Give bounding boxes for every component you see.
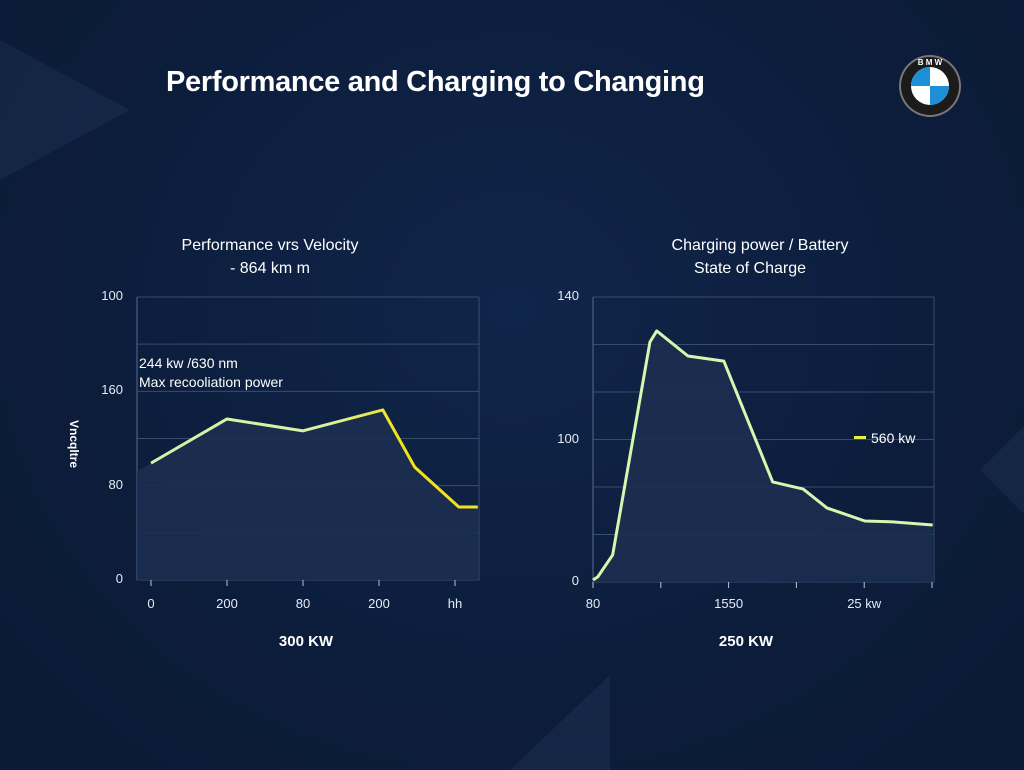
area-fill (137, 410, 478, 580)
x-tick-label: 80 (586, 596, 600, 611)
chart-title: Charging power / Battery (672, 234, 849, 257)
chart-subtitle: - 864 km m (230, 257, 310, 280)
x-axis-label: 250 KW (719, 633, 773, 650)
x-tick-label: 25 kw (847, 596, 881, 611)
y-tick-label: 100 (557, 431, 579, 446)
chart-subtitle: State of Charge (694, 257, 806, 280)
y-tick-label: 160 (101, 382, 123, 397)
y-tick-label: 80 (109, 477, 123, 492)
chart-annotation: Max recooliation power (139, 374, 283, 390)
legend-label: 560 kw (871, 430, 915, 446)
x-tick-label: hh (448, 596, 462, 611)
legend-swatch (854, 436, 866, 439)
y-tick-label: 0 (116, 571, 123, 586)
x-tick-label: 80 (296, 596, 310, 611)
chart-annotation: 244 kw /630 nm (139, 355, 238, 371)
x-tick-label: 200 (368, 596, 390, 611)
x-tick-label: 0 (147, 596, 154, 611)
y-tick-label: 0 (572, 573, 579, 588)
chart-title: Performance vrs Velocity (182, 234, 359, 257)
y-axis-label: Vncqltre (67, 420, 81, 468)
x-axis-label: 300 KW (279, 633, 333, 650)
y-tick-label: 140 (557, 288, 579, 303)
x-tick-label: 200 (216, 596, 238, 611)
y-tick-label: 100 (101, 288, 123, 303)
performance-chart (137, 297, 479, 586)
x-tick-label: 1550 (714, 596, 743, 611)
